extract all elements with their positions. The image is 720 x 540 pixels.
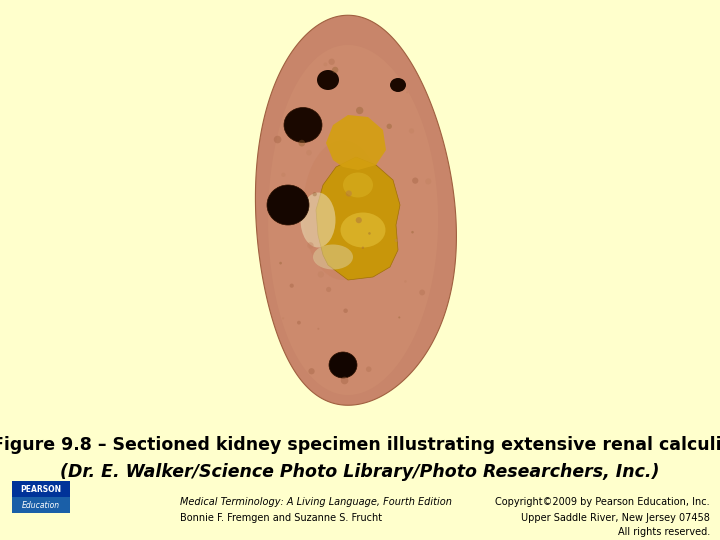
Ellipse shape: [267, 185, 309, 225]
Text: Upper Saddle River, New Jersey 07458: Upper Saddle River, New Jersey 07458: [521, 513, 710, 523]
Ellipse shape: [329, 352, 357, 378]
Ellipse shape: [346, 191, 352, 197]
Ellipse shape: [323, 63, 328, 66]
Ellipse shape: [284, 107, 322, 143]
Ellipse shape: [332, 67, 338, 73]
Ellipse shape: [409, 129, 414, 133]
Ellipse shape: [274, 136, 282, 143]
Text: Medical Terminology: A Living Language, Fourth Edition: Medical Terminology: A Living Language, …: [180, 497, 452, 507]
Text: PEARSON: PEARSON: [20, 484, 62, 494]
Ellipse shape: [398, 316, 400, 319]
Ellipse shape: [317, 70, 339, 90]
Text: Figure 9.8 – Sectioned kidney specimen illustrating extensive renal calculi.: Figure 9.8 – Sectioned kidney specimen i…: [0, 436, 720, 454]
Ellipse shape: [297, 321, 301, 325]
Ellipse shape: [368, 232, 371, 235]
Ellipse shape: [312, 192, 317, 197]
Ellipse shape: [318, 328, 320, 330]
Ellipse shape: [303, 140, 383, 280]
Ellipse shape: [387, 124, 392, 129]
Ellipse shape: [366, 366, 372, 372]
Ellipse shape: [426, 178, 431, 185]
Bar: [12, 481, 70, 497]
Text: Copyright©2009 by Pearson Education, Inc.: Copyright©2009 by Pearson Education, Inc…: [495, 497, 710, 507]
Ellipse shape: [306, 150, 312, 156]
Polygon shape: [256, 15, 456, 405]
Ellipse shape: [341, 213, 385, 247]
Ellipse shape: [395, 239, 398, 242]
Ellipse shape: [328, 58, 335, 65]
Ellipse shape: [419, 289, 425, 295]
Text: Bonnie F. Fremgen and Suzanne S. Frucht: Bonnie F. Fremgen and Suzanne S. Frucht: [180, 513, 382, 523]
Polygon shape: [268, 45, 438, 395]
Ellipse shape: [313, 245, 353, 269]
Polygon shape: [316, 157, 400, 280]
Ellipse shape: [307, 242, 314, 249]
Ellipse shape: [390, 78, 406, 92]
Ellipse shape: [404, 280, 407, 283]
Ellipse shape: [298, 140, 305, 146]
Ellipse shape: [343, 308, 348, 313]
Ellipse shape: [318, 271, 324, 278]
Ellipse shape: [406, 91, 408, 93]
Ellipse shape: [412, 178, 418, 184]
Ellipse shape: [308, 368, 315, 374]
Ellipse shape: [300, 192, 336, 247]
Ellipse shape: [326, 287, 331, 292]
Text: All rights reserved.: All rights reserved.: [618, 527, 710, 537]
Text: Education: Education: [22, 501, 60, 510]
Ellipse shape: [361, 246, 364, 249]
Text: (Dr. E. Walker/Science Photo Library/Photo Researchers, Inc.): (Dr. E. Walker/Science Photo Library/Pho…: [60, 463, 660, 481]
Ellipse shape: [356, 107, 364, 114]
Ellipse shape: [356, 217, 362, 223]
Bar: [12, 497, 70, 513]
Ellipse shape: [279, 262, 282, 265]
Ellipse shape: [341, 377, 348, 384]
Ellipse shape: [282, 173, 286, 177]
Ellipse shape: [282, 317, 284, 320]
Polygon shape: [326, 115, 386, 170]
Ellipse shape: [289, 284, 294, 288]
Ellipse shape: [411, 231, 414, 233]
Ellipse shape: [343, 172, 373, 198]
